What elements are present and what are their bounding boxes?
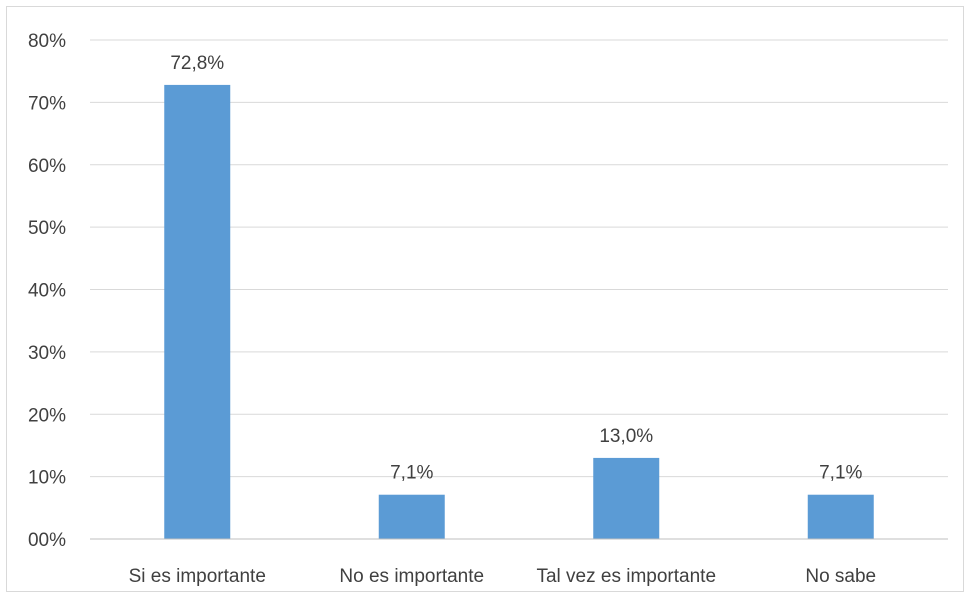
x-axis-category-labels: Si es importante No es importante Tal vez … (129, 566, 877, 587)
bars (164, 84, 874, 539)
bar (164, 84, 231, 539)
y-tick-label: 00% (28, 530, 66, 551)
x-category-label: Si es importante (129, 566, 266, 587)
bar (807, 494, 874, 539)
y-tick-label: 70% (28, 93, 66, 114)
y-tick-label: 10% (28, 468, 66, 489)
bar (378, 494, 445, 539)
x-category-label: No sabe (805, 566, 876, 587)
data-labels: 72,8% 7,1% 13,0% 7,1% (170, 53, 862, 484)
y-tick-label: 50% (28, 218, 66, 239)
y-tick-label: 60% (28, 156, 66, 177)
y-tick-label: 80% (28, 31, 66, 52)
y-tick-label: 20% (28, 405, 66, 426)
x-category-label: No es importante (339, 566, 484, 587)
y-tick-label: 30% (28, 343, 66, 364)
data-label: 13,0% (599, 426, 653, 447)
y-tick-label: 40% (28, 281, 66, 302)
data-label: 7,1% (390, 463, 433, 484)
data-label: 72,8% (170, 53, 224, 74)
x-category-label: Tal vez es importante (536, 566, 716, 587)
bar (593, 457, 660, 539)
y-axis-tick-labels: 00% 10% 20% 30% 40% 50% 60% 70% 80% (28, 31, 66, 551)
gridlines (90, 39, 948, 478)
data-label: 7,1% (819, 463, 862, 484)
